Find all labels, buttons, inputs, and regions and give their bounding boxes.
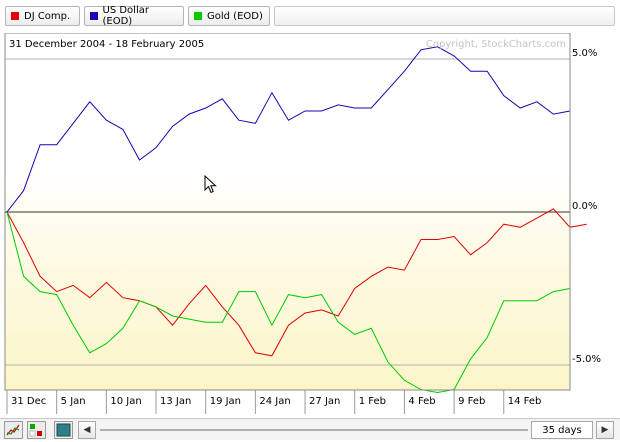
legend-label: Gold (EOD) <box>207 10 263 22</box>
scroll-right-button[interactable]: ▶ <box>596 421 614 439</box>
y-tick-label: 0.0% <box>572 201 597 212</box>
chart-toolbar: ◀ 35 days ▶ <box>0 418 620 440</box>
legend-toggle-button[interactable] <box>27 421 46 439</box>
x-tick-label: 5 Jan <box>61 396 86 407</box>
background-toggle-button[interactable] <box>54 421 73 439</box>
x-tick-label: 27 Jan <box>309 396 340 407</box>
dj-comp-swatch-icon <box>11 12 19 20</box>
series-line-dj-comp <box>6 208 587 357</box>
legend-label: DJ Comp. <box>24 10 71 22</box>
legend-item-us-dollar[interactable]: US Dollar (EOD) <box>84 5 184 27</box>
mouse-cursor-icon <box>204 175 217 194</box>
legend-bar-spacer <box>274 6 615 26</box>
x-tick-label: 10 Jan <box>110 396 141 407</box>
y-tick-label: 5.0% <box>572 48 597 59</box>
x-tick-label: 19 Jan <box>210 396 241 407</box>
scroll-track[interactable] <box>100 429 528 431</box>
line-chart-button[interactable] <box>4 421 23 439</box>
scroll-left-button[interactable]: ◀ <box>78 421 96 439</box>
y-tick-label: -5.0% <box>572 354 601 365</box>
us-dollar-swatch-icon <box>90 12 98 20</box>
x-tick-label: 24 Jan <box>259 396 290 407</box>
series-line-gold-eod <box>6 211 571 394</box>
x-tick-label: 1 Feb <box>359 396 386 407</box>
x-tick-label: 13 Jan <box>160 396 191 407</box>
days-label: 35 days <box>542 424 582 436</box>
legend-label: US Dollar (EOD) <box>102 5 149 27</box>
x-tick-label: 4 Feb <box>408 396 435 407</box>
x-tick-label: 31 Dec <box>11 396 46 407</box>
line-chart-icon <box>6 424 20 436</box>
legend-bar: DJ Comp. US Dollar (EOD) Gold (EOD) <box>0 0 620 33</box>
gold-swatch-icon <box>194 12 202 20</box>
performance-chart[interactable]: 5.0% 0.0% -5.0% 31 Dec 5 Jan 10 Jan 13 Jan 19 J… <box>0 33 620 418</box>
right-arrow-icon: ▶ <box>601 425 609 435</box>
legend-item-dj-comp[interactable]: DJ Comp. <box>5 6 80 26</box>
legend-item-gold[interactable]: Gold (EOD) <box>188 6 270 26</box>
days-selector[interactable]: 35 days <box>531 421 593 439</box>
series-line-us-dollar-eod <box>6 46 571 213</box>
date-range-label: 31 December 2004 - 18 February 2005 <box>9 39 204 50</box>
legend-toggle-icon <box>29 424 42 437</box>
x-tick-label: 14 Feb <box>508 396 542 407</box>
left-arrow-icon: ◀ <box>83 425 91 435</box>
x-tick-label: 9 Feb <box>458 396 485 407</box>
background-toggle-icon <box>56 423 71 437</box>
watermark: Copyright, StockCharts.com <box>426 39 566 50</box>
